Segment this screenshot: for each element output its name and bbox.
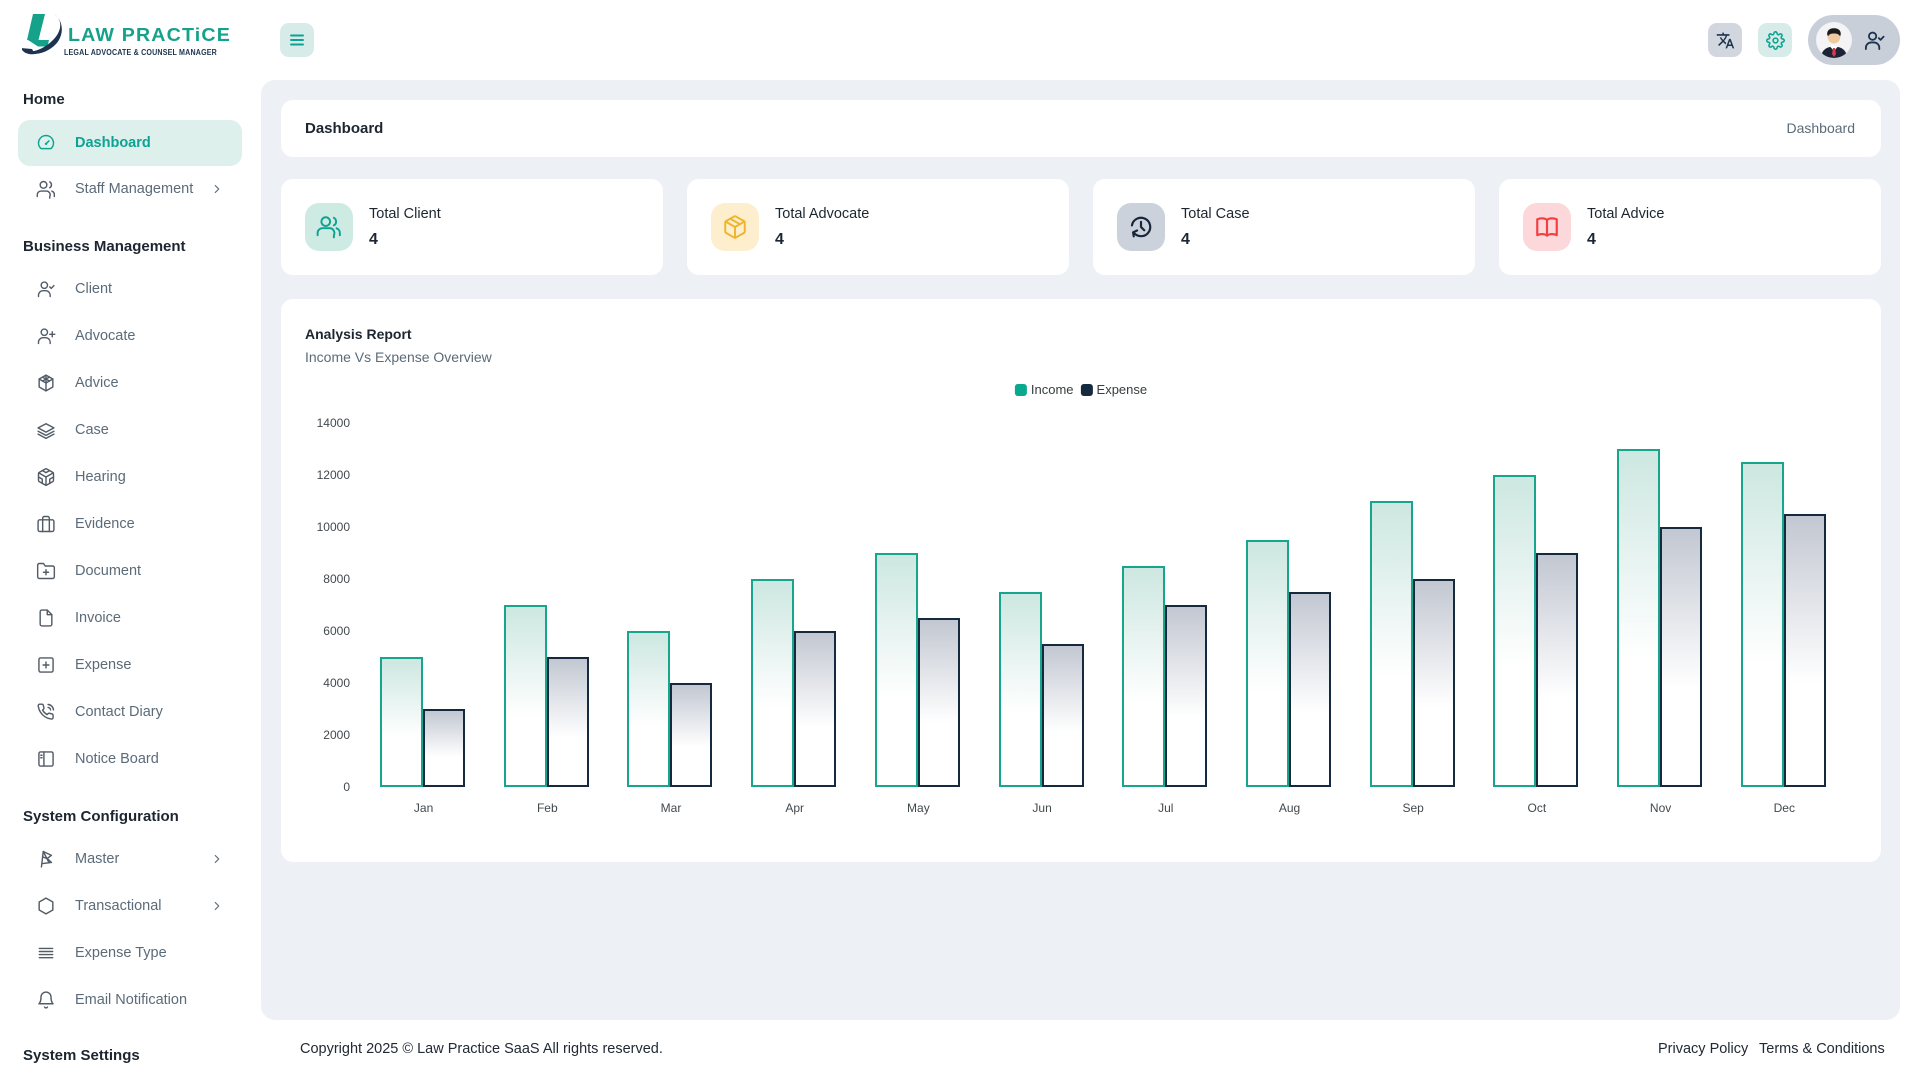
svg-text:LAW PRACTiCE: LAW PRACTiCE: [68, 24, 231, 45]
svg-text:LEGAL ADVOCATE & COUNSEL MANAG: LEGAL ADVOCATE & COUNSEL MANAGER: [64, 48, 217, 57]
